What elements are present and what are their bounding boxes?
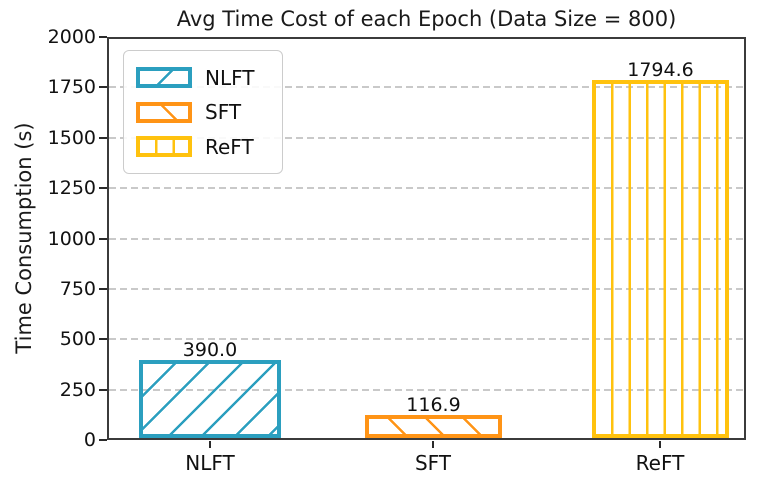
x-tick-label-sft: SFT <box>414 451 452 475</box>
y-tick-label: 1250 <box>47 177 96 199</box>
gridline <box>109 338 744 340</box>
legend-swatch-reft-icon <box>136 136 192 157</box>
y-tick-mark <box>99 137 107 139</box>
x-tick-label-reft: ReFT <box>635 451 685 475</box>
bar-reft: 1794.6 <box>592 59 729 438</box>
bar-value-label: 1794.6 <box>627 58 694 81</box>
y-tick-label: 1000 <box>47 228 96 250</box>
x-tick-mark <box>432 441 434 448</box>
y-tick-label: 250 <box>59 379 96 401</box>
y-tick-mark <box>99 338 107 340</box>
legend-swatch-nlft-icon <box>136 67 192 88</box>
bar-nlft: 390.0 <box>139 339 281 438</box>
legend: NLFT SFT ReFT <box>123 50 283 174</box>
y-tick-mark <box>99 238 107 240</box>
y-tick-label: 0 <box>83 429 96 451</box>
legend-row-nlft: NLFT <box>136 66 282 90</box>
gridline <box>109 238 744 240</box>
bar-sft: 116.9 <box>365 394 502 438</box>
gridline <box>109 288 744 290</box>
legend-swatch-sft-icon <box>136 101 192 123</box>
x-tick-mark <box>659 441 661 448</box>
legend-label-nlft: NLFT <box>205 65 255 90</box>
y-tick-label: 750 <box>59 278 96 300</box>
legend-label-reft: ReFT <box>205 134 254 159</box>
y-tick-mark <box>99 439 107 441</box>
legend-row-sft: SFT <box>136 100 282 124</box>
x-tick-mark <box>209 441 211 448</box>
gridline <box>109 86 744 88</box>
gridline <box>109 137 744 139</box>
y-tick-mark <box>99 86 107 88</box>
y-tick-label: 2000 <box>47 26 96 48</box>
x-tick-label-nlft: NLFT <box>185 451 235 475</box>
y-tick-mark <box>99 187 107 189</box>
gridline <box>109 389 744 391</box>
legend-row-reft: ReFT <box>136 135 282 159</box>
y-tick-label: 500 <box>59 328 96 350</box>
y-tick-mark <box>99 36 107 38</box>
y-tick-mark <box>99 288 107 290</box>
y-tick-label: 1500 <box>47 127 96 149</box>
bar-value-label: 116.9 <box>406 393 461 416</box>
y-tick-mark <box>99 389 107 391</box>
legend-label-sft: SFT <box>205 100 242 124</box>
chart-title: Avg Time Cost of each Epoch (Data Size =… <box>176 7 677 31</box>
bar-value-label: 390.0 <box>182 339 238 362</box>
y-tick-label: 1750 <box>47 76 96 98</box>
plot-area: 390.0 116.9 1794.6 <box>107 37 746 440</box>
gridline <box>109 187 744 189</box>
